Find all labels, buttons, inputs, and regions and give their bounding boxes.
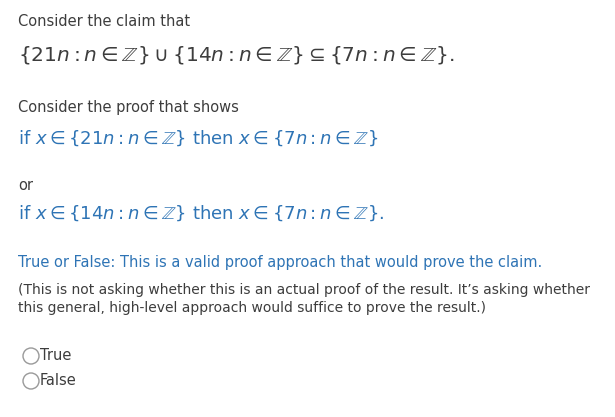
- Text: True or False: This is a valid proof approach that would prove the claim.: True or False: This is a valid proof app…: [18, 255, 542, 270]
- Text: $\{21n : n \in \mathbb{Z}\} \cup \{14n : n \in \mathbb{Z}\} \subseteq \{7n : n \: $\{21n : n \in \mathbb{Z}\} \cup \{14n :…: [18, 44, 454, 66]
- Text: if $x \in \{14n : n \in \mathbb{Z}\}$ then $x \in \{7n : n \in \mathbb{Z}\}.$: if $x \in \{14n : n \in \mathbb{Z}\}$ th…: [18, 203, 384, 223]
- Text: True: True: [40, 348, 71, 363]
- Text: (This is not asking whether this is an actual proof of the result. It’s asking w: (This is not asking whether this is an a…: [18, 283, 590, 297]
- Text: False: False: [40, 373, 77, 388]
- Text: if $x \in \{21n : n \in \mathbb{Z}\}$ then $x \in \{7n : n \in \mathbb{Z}\}$: if $x \in \{21n : n \in \mathbb{Z}\}$ th…: [18, 128, 378, 148]
- Text: this general, high-level approach would suffice to prove the result.): this general, high-level approach would …: [18, 301, 486, 315]
- Text: Consider the claim that: Consider the claim that: [18, 14, 190, 29]
- Text: Consider the proof that shows: Consider the proof that shows: [18, 100, 239, 115]
- Text: or: or: [18, 178, 33, 193]
